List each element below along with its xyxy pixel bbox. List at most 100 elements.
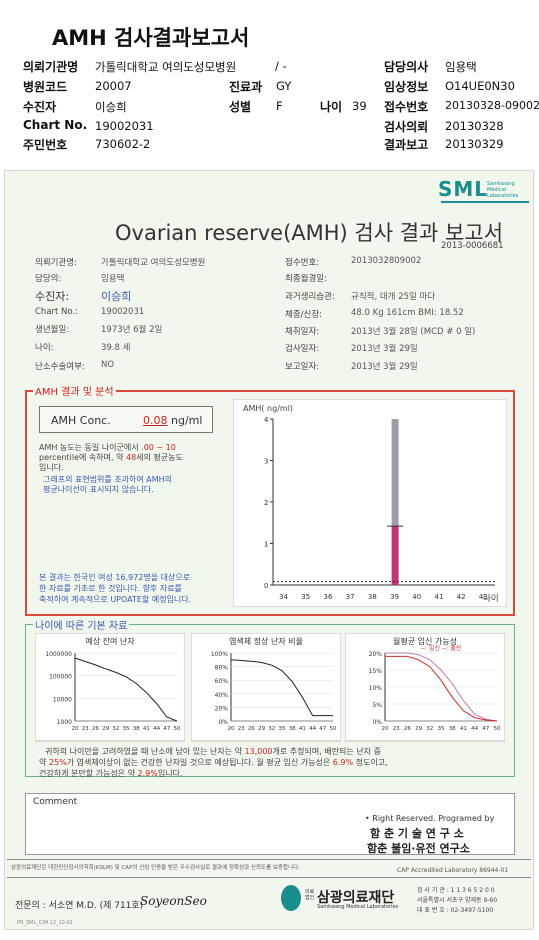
field-label: 접수번호: [285,256,319,268]
summary-line-3: 건강하게 분만할 가능성은 약 2.9%입니다. [39,769,182,779]
patient-value: 이승희 [95,99,127,115]
mini-y-tick-label: 80% [215,665,229,672]
doctor-signature-line: 전문의 : 서소연 M.D. (제 711호) [15,898,143,911]
field-label: 난소수술여부: [35,360,85,372]
clinical-info-value: O14UE0N30 [445,79,515,93]
mini-y-tick-label: 60% [215,678,229,685]
hospital-code-label: 병원코드 [23,78,67,95]
mini-x-tick-label: 32 [268,726,275,732]
mini-x-tick-label: 38 [133,726,140,732]
mini-y-tick-label: 20% [215,705,229,712]
amh-x-tick-label: 37 [346,593,355,601]
field-value: 1973년 6월 2일 [101,323,162,335]
amh-x-tick-label: 41 [435,593,444,601]
amh-section-title: AMH 결과 및 분석 [33,383,116,398]
remaining-oocytes-chart: 예상 잔여 난자100000010000010000100020 23 26 29 32… [35,633,185,743]
field-value: 19002031 [101,307,144,317]
field-value: 임용택 [101,272,124,284]
mini-x-tick-label: 50 [174,726,181,732]
field-value: 이승희 [101,288,131,304]
page-title: AMH 검사결과보고서 [52,22,249,52]
hospital-label: 의뢰기관명 [23,58,78,75]
age-label: 나이 [320,98,342,115]
resident-no-label: 주민번호 [23,136,67,153]
mini-x-tick-label: 41 [460,726,467,732]
amh-x-tick-label: 43 [479,593,488,601]
amh-x-tick-label: 42 [457,593,466,601]
mini-x-tick-label: 50 [330,726,337,732]
field-value: 2013년 3월 28일 (MCD # 0 일) [351,325,475,337]
mini-x-tick-label: 29 [102,726,109,732]
amh-percentile-text: AMH 농도는 동일 나이군에서 .00 ~ 10 [39,443,176,453]
amh-range-bar-lower [392,526,399,585]
mini-y-tick-label: 0% [372,719,382,726]
address-3: 대 표 번 호 : 02-3497-5100 [417,905,493,914]
amh-range-bar-upper [392,419,399,526]
hospital-code-value: 20007 [95,79,132,93]
sex-label: 성별 [229,98,251,115]
pregnancy-legend: --: 임신 --: 출산 [421,644,462,652]
field-label: 생년월일: [35,323,69,335]
normal-oocyte-ratio-chart: 염색체 정상 난자 비율100%80%60%40%20%0%20 23 26 29 32… [191,633,341,743]
mini-x-tick-label: 32 [112,726,119,732]
field-value: 2013년 3월 29일 [351,342,418,354]
field-label: 담당의: [35,272,61,284]
form-code: PR_SML_CIM 12_10-01 [17,920,73,926]
footer-rule [7,859,531,860]
mini-y-tick-label: 10000 [53,696,72,703]
mini-y-tick-label: 1000000 [45,651,72,658]
mini-y-tick-label: 100% [211,651,228,658]
logo-rule [441,201,529,203]
mini-y-tick-label: 10% [369,685,383,692]
mini-x-tick-label: 32 [426,726,433,732]
signature: SoyeonSeo [140,894,207,908]
field-label: 수진자: [35,288,69,304]
accession-label: 접수번호 [384,98,428,115]
mini-y-tick-label: 15% [369,668,383,675]
mini-x-tick-label: 23 [238,726,245,732]
rights-text: • Right Reserved. Programed by [365,814,494,823]
field-label: 채취일자: [285,325,319,337]
data-source-note: 본 결과는 한국인 여성 16,972명을 대상으로 [39,573,190,583]
mini-x-tick-label: 26 [92,726,99,732]
field-value: 규칙적, 대개 25일 마다 [351,290,435,302]
amh-range-note: 그래프의 표현범위를 초과하여 AMH의 [43,475,172,485]
report-date-label: 결과보고 [384,136,428,153]
dept-extra-value: / - [275,59,287,73]
field-label: 최종월경일: [285,272,327,284]
mini-y-tick-label: 1000 [57,719,72,726]
amh-y-tick-label: 3 [264,458,268,466]
summary-line-2: 약 25%가 염색체이상이 없는 건강한 난자일 것으로 예상됩니다. 월 평균… [39,758,388,768]
report-number: 2013-0006681 [441,241,504,251]
sex-value: F [276,99,283,113]
sml-logo-subtitle: Samkwang Medical Laboratories [487,181,518,199]
institute-1: 함 춘 기 술 연 구 소 [370,825,464,841]
field-label: 체중/신장: [285,308,322,320]
request-date-label: 검사의뢰 [384,118,428,135]
amh-chart-ylabel: AMH( ng/ml) [243,404,293,413]
field-value: 39.8 세 [101,341,130,353]
doctor-value: 임용택 [445,59,477,75]
scanned-report: SML Samkwang Medical Laboratories Ovarian … [4,170,534,930]
mini-x-tick-label: 44 [471,726,478,732]
amh-y-tick-label: 2 [264,499,268,507]
foundation-prefix: 의료법인 [305,889,315,901]
comment-label: Comment [33,797,77,807]
mini-x-tick-label: 44 [153,726,160,732]
mini-x-tick-label: 23 [82,726,89,732]
report-date-value: 20130329 [445,137,504,151]
field-value: NO [101,360,114,370]
amh-x-tick-label: 35 [301,593,310,601]
basic-section-title: 나이에 따른 기본 자료 [33,617,129,632]
pregnancy-chance-chart: 월평균 임신 가능성 20% 15% 10% 5% 0%20 23 26 29 32 35 38 41 4… [345,633,505,743]
age-value: 39 [352,99,367,113]
mini-x-tick-label: 26 [404,726,411,732]
field-label: 과거생리습관: [285,290,335,302]
field-label: 의뢰기관명: [35,256,77,268]
amh-conc-label: AMH Conc. [51,414,111,427]
amh-x-tick-label: 36 [324,593,333,601]
amh-x-tick-label: 40 [412,593,421,601]
mini-chart-frame [191,633,341,741]
sml-logo: SML [438,177,488,201]
